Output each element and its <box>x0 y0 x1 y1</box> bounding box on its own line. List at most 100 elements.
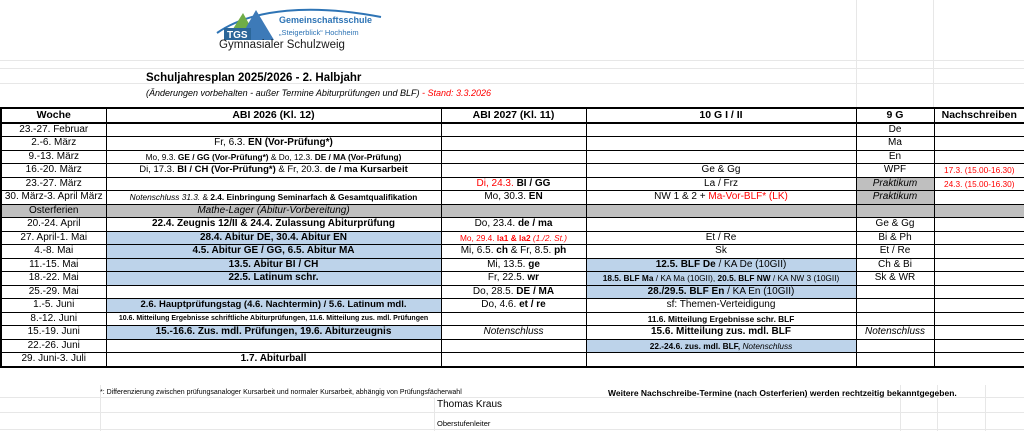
subtitle-date-stamp: - Stand: 3.3.2026 <box>419 88 492 98</box>
cell-nach <box>933 217 1024 232</box>
cell-g10 <box>585 352 857 367</box>
week-cell: 1.-5. Juni <box>0 298 107 313</box>
cell-abi2027 <box>440 338 587 353</box>
cell-g9: En <box>855 149 935 164</box>
cell-g10 <box>585 217 857 232</box>
cell-text: BI / GG <box>516 177 551 189</box>
cell-text: et / re <box>519 299 546 311</box>
cell-g10: 11.6. Mitteilung Ergebnisse schr. BLF <box>585 311 857 326</box>
cell-text: sf: Themen-Verteidigung <box>666 299 776 311</box>
logo-arc <box>216 8 382 34</box>
cell-text: & <box>200 192 211 203</box>
cell-text: NW 1 & 2 + <box>654 191 709 203</box>
cell-abi2026: 28.4. Abitur DE, 30.4. Abitur EN <box>105 230 442 245</box>
cell-g10 <box>585 203 857 218</box>
cell-text: / KA De (10GII) <box>715 258 787 270</box>
cell-text: / KA NW 3 (10GII) <box>770 273 840 284</box>
cell-abi2026: 22.5. Latinum schr. <box>105 271 442 286</box>
cell-g9: Et / Re <box>855 244 935 259</box>
column-header-5: Nachschreiben <box>933 107 1024 124</box>
cell-abi2026: 10.6. Mitteilung Ergebnisse schriftliche… <box>105 311 442 326</box>
cell-text: Sk & WR <box>874 272 916 284</box>
gridline <box>0 397 1024 398</box>
cell-text: Mo, 29.4. <box>459 232 497 243</box>
cell-text: la1 & la2 <box>496 232 531 243</box>
cell-abi2027 <box>440 163 587 178</box>
week-cell: 20.-24. April <box>0 217 107 232</box>
cell-text: La / Frz <box>704 177 738 189</box>
cell-text: DE / MA (Vor-Prüfung) <box>314 151 402 162</box>
cell-abi2027: Di, 24.3. BI / GG <box>440 176 587 191</box>
table-row: 20.-24. April 22.4. Zeugnis 12/II & 24.4.… <box>0 217 1024 232</box>
cell-abi2027 <box>440 311 587 326</box>
cell-abi2027: Do, 28.5. DE / MA <box>440 284 587 299</box>
cell-g10: 12.5. BLF De / KA De (10GII) <box>585 257 857 272</box>
cell-g9: Praktikum <box>855 190 935 205</box>
cell-abi2026: 2.6. Hauptprüfungstag (4.6. Nachtermin) … <box>105 298 442 313</box>
cell-text: Et / Re <box>705 231 737 243</box>
cell-abi2027 <box>440 352 587 367</box>
gridline <box>0 60 1024 61</box>
cell-text: EN (Vor-Prüfung*) <box>248 137 333 149</box>
week-cell: 29. Juni-3. Juli <box>0 352 107 367</box>
week-cell: 30. März-3. April März <box>0 190 107 205</box>
cell-text: Do, 23.4. <box>474 218 518 230</box>
cell-abi2027: Mi, 13.5. ge <box>440 257 587 272</box>
week-cell: 16.-20. März <box>0 163 107 178</box>
cell-g9: Ma <box>855 136 935 151</box>
cell-nach <box>933 203 1024 218</box>
table-header-row: Woche ABI 2026 (Kl. 12) ABI 2027 (Kl. 11) 1… <box>0 107 1024 124</box>
cell-nach <box>933 244 1024 259</box>
week-cell: 9.-13. März <box>0 149 107 164</box>
cell-abi2027 <box>440 136 587 151</box>
page-title: Schuljahresplan 2025/2026 - 2. Halbjahr <box>146 72 362 84</box>
table-row: 9.-13. März Mo, 9.3. GE / GG (Vor-Prüfung… <box>0 149 1024 164</box>
cell-g9: Praktikum <box>855 176 935 191</box>
table-row: 1.-5. Juni 2.6. Hauptprüfungstag (4.6. Na… <box>0 298 1024 313</box>
cell-text: / KA Ma (10GII), <box>653 273 718 284</box>
gridline <box>100 385 101 431</box>
footnote: *: Differenzierung zwischen prüfungsanal… <box>100 389 462 396</box>
cell-text: Ma-Vor-BLF* (LK) <box>708 191 788 203</box>
cell-abi2027: Fr, 22.5. wr <box>440 271 587 286</box>
cell-nach <box>933 136 1024 151</box>
cell-text: 2.4. Einbringung Seminarfach & Gesamtqua… <box>210 192 418 203</box>
cell-text: 18.5. BLF Ma <box>602 273 654 284</box>
cell-nach <box>933 284 1024 299</box>
week-cell: 4.-8. Mai <box>0 244 107 259</box>
cell-nach <box>933 230 1024 245</box>
cell-text: Notenschluss 31.3. <box>129 192 201 203</box>
cell-nach <box>933 149 1024 164</box>
cell-text: Mi, 6.5. <box>460 245 497 257</box>
cell-g9 <box>855 298 935 313</box>
cell-text: 11.6. Mitteilung Ergebnisse schr. BLF <box>647 313 795 324</box>
cell-nach <box>933 325 1024 340</box>
week-cell: 27. April-1. Mai <box>0 230 107 245</box>
cell-abi2027: Mo, 29.4. la1 & la2 (1./2. St.) <box>440 230 587 245</box>
cell-nach <box>933 122 1024 137</box>
cell-text: 2.6. Hauptprüfungstag (4.6. Nachtermin) … <box>140 299 407 311</box>
subtitle-note: (Änderungen vorbehalten - außer Termine … <box>146 88 420 98</box>
table-row: 30. März-3. April März Notenschluss 31.3.… <box>0 190 1024 205</box>
cell-abi2026: 4.5. Abitur GE / GG, 6.5. Abitur MA <box>105 244 442 259</box>
cell-abi2027: Notenschluss <box>440 325 587 340</box>
cell-g10 <box>585 149 857 164</box>
cell-text: Notenschluss <box>742 340 793 351</box>
cell-abi2026: 13.5. Abitur BI / CH <box>105 257 442 272</box>
cell-g9: Bi & Ph <box>855 230 935 245</box>
table-row: 2.-6. März Fr, 6.3. EN (Vor-Prüfung*) Ma <box>0 136 1024 151</box>
cell-text: 4.5. Abitur GE / GG, 6.5. Abitur MA <box>192 245 355 257</box>
table-row: 27. April-1. Mai 28.4. Abitur DE, 30.4. A… <box>0 230 1024 245</box>
week-cell: 25.-29. Mai <box>0 284 107 299</box>
cell-text: 15.-16.6. Zus. mdl. Prüfungen, 19.6. Abi… <box>155 326 392 338</box>
cell-text: Do, 4.6. <box>481 299 520 311</box>
cell-g10: Ge & Gg <box>585 163 857 178</box>
cell-text: Et / Re <box>879 245 911 257</box>
cell-text: 13.5. Abitur BI / CH <box>228 258 319 270</box>
cell-g9: Ch & Bi <box>855 257 935 272</box>
cell-text: WPF <box>883 164 907 176</box>
cell-text: & Fr, 20.3. <box>275 164 325 176</box>
cell-text: Fr, 6.3. <box>214 137 249 149</box>
table-row: 23.-27. Februar De <box>0 122 1024 137</box>
